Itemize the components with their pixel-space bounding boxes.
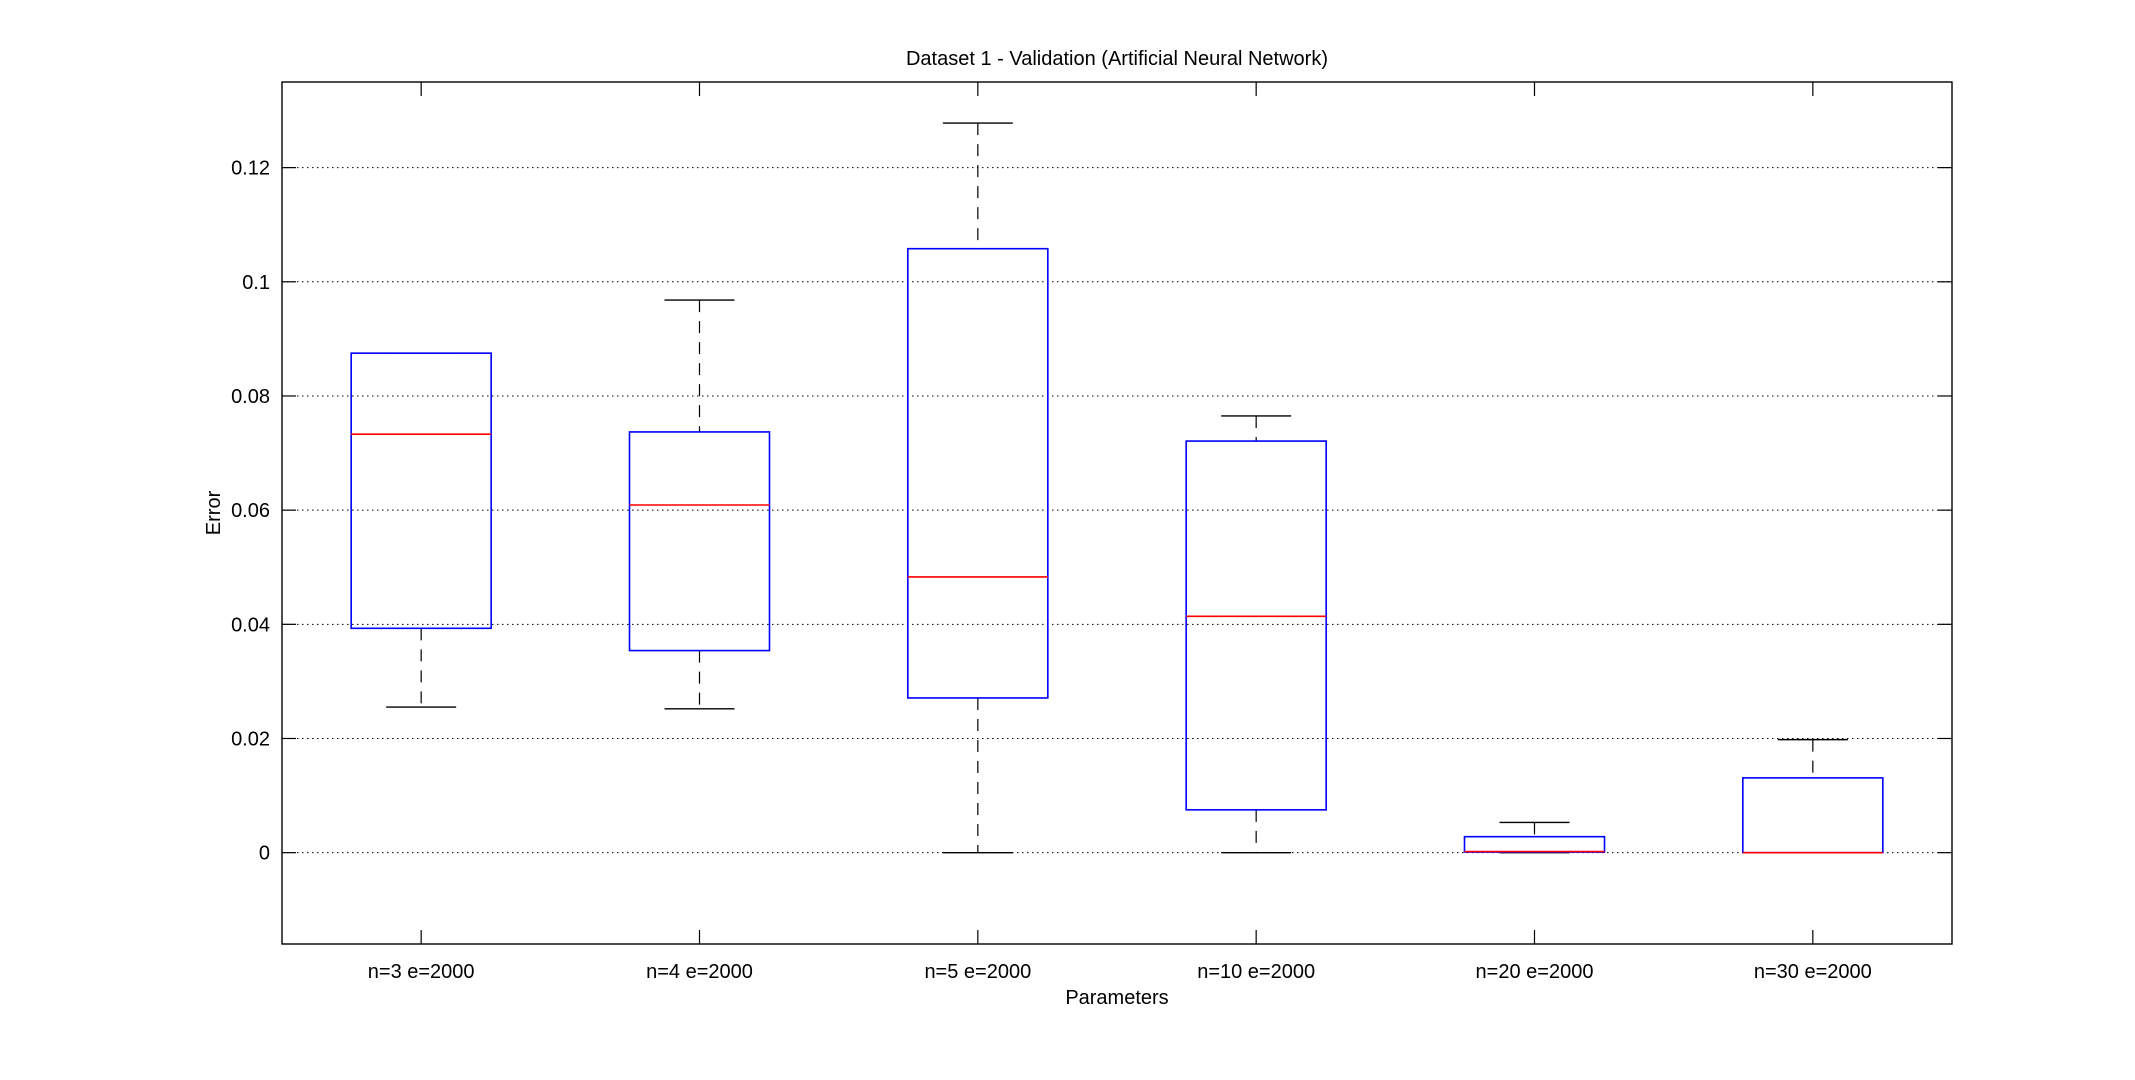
x-tick-label: n=10 e=2000 bbox=[1197, 961, 1315, 983]
plot-frame bbox=[281, 81, 1953, 945]
y-tick-label: 0.12 bbox=[231, 158, 270, 180]
chart-title: Dataset 1 - Validation (Artificial Neura… bbox=[906, 48, 1328, 70]
box bbox=[350, 352, 492, 630]
medians bbox=[351, 433, 1883, 854]
y-tick-labels: 0 0.02 0.04 0.06 0.08 0.1 0.12 bbox=[231, 158, 270, 865]
x-tick-label: n=30 e=2000 bbox=[1754, 961, 1872, 983]
box bbox=[1185, 440, 1327, 811]
y-tick-label: 0.04 bbox=[231, 614, 270, 636]
x-axis-label: Parameters bbox=[1065, 987, 1168, 1009]
y-tick-label: 0 bbox=[259, 843, 270, 865]
x-tick-label: n=20 e=2000 bbox=[1476, 961, 1594, 983]
y-tick-label: 0.06 bbox=[231, 500, 270, 522]
x-tick-label: n=4 e=2000 bbox=[646, 961, 753, 983]
axis-ticks bbox=[282, 82, 1952, 944]
y-tick-label: 0.1 bbox=[242, 272, 270, 294]
x-tick-labels: n=3 e=2000 n=4 e=2000 n=5 e=2000 n=10 e=200… bbox=[368, 961, 1872, 983]
grid-lines bbox=[282, 167, 1952, 854]
box bbox=[628, 431, 771, 652]
y-axis-label: Error bbox=[203, 490, 225, 535]
y-tick-label: 0.08 bbox=[231, 386, 270, 408]
box bbox=[907, 247, 1049, 699]
y-tick-label: 0.02 bbox=[231, 728, 270, 750]
x-tick-label: n=3 e=2000 bbox=[368, 961, 475, 983]
x-tick-label: n=5 e=2000 bbox=[924, 961, 1031, 983]
